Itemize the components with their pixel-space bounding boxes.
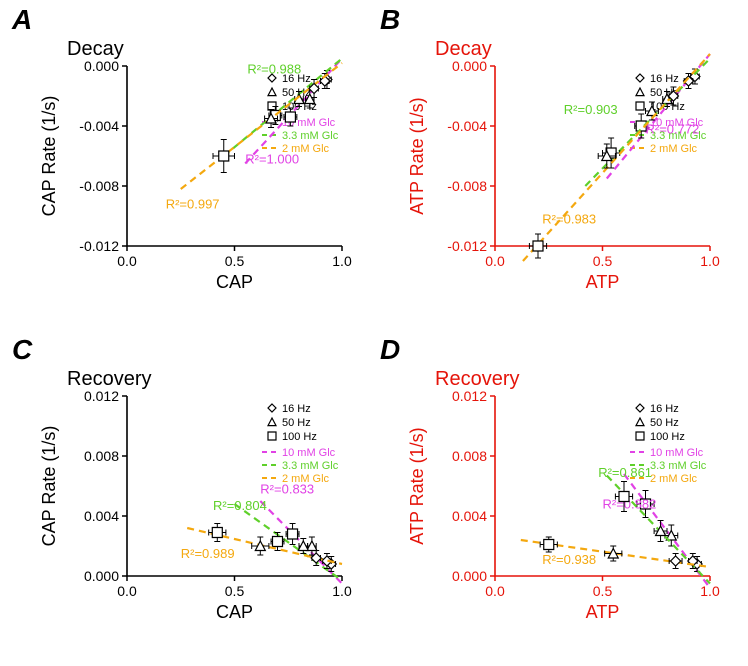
legend-marker-label: 100 Hz bbox=[650, 431, 685, 443]
svg-text:0.004: 0.004 bbox=[452, 508, 487, 524]
xlabel-C: CAP bbox=[216, 602, 253, 622]
svg-text:1.0: 1.0 bbox=[700, 583, 720, 599]
legend-marker-label: 100 Hz bbox=[282, 431, 317, 443]
data-point bbox=[288, 529, 298, 539]
data-point bbox=[285, 112, 295, 122]
legend-line-label: 3.3 mM Glc bbox=[282, 130, 339, 142]
data-point bbox=[273, 537, 283, 547]
figure-root: ADecay0.00.51.0-0.012-0.008-0.0040.000CA… bbox=[0, 0, 748, 666]
panel-title-A: Decay bbox=[67, 38, 124, 61]
data-point bbox=[212, 528, 222, 538]
panel-letter-D: D bbox=[380, 334, 400, 366]
svg-text:-0.012: -0.012 bbox=[447, 238, 487, 254]
r2-label: R²=1.000 bbox=[245, 152, 299, 167]
panel-title-B: Decay bbox=[435, 38, 492, 61]
r2-label: R²=0.804 bbox=[213, 498, 267, 513]
svg-text:-0.008: -0.008 bbox=[447, 178, 487, 194]
legend-line-label: 2 mM Glc bbox=[650, 143, 698, 155]
svg-text:-0.004: -0.004 bbox=[79, 118, 119, 134]
r2-label: R²=0.833 bbox=[260, 482, 314, 497]
data-point bbox=[533, 241, 543, 251]
legend-marker-label: 50 Hz bbox=[282, 417, 311, 429]
svg-text:-0.004: -0.004 bbox=[447, 118, 487, 134]
r2-label: R²=0.861 bbox=[598, 465, 652, 480]
data-point bbox=[544, 540, 554, 550]
svg-text:0.008: 0.008 bbox=[452, 448, 487, 464]
data-point bbox=[219, 151, 229, 161]
r2-label: R²=0.903 bbox=[564, 102, 618, 117]
panel-letter-C: C bbox=[12, 334, 32, 366]
svg-text:1.0: 1.0 bbox=[700, 253, 720, 269]
svg-text:0.5: 0.5 bbox=[225, 253, 245, 269]
xlabel-D: ATP bbox=[586, 602, 620, 622]
panel-title-D: Recovery bbox=[435, 368, 519, 391]
svg-text:0.008: 0.008 bbox=[84, 448, 119, 464]
svg-text:-0.008: -0.008 bbox=[79, 178, 119, 194]
ylabel-D: ATP Rate (1/s) bbox=[407, 427, 427, 544]
ylabel-A: CAP Rate (1/s) bbox=[39, 96, 59, 217]
svg-text:0.0: 0.0 bbox=[485, 253, 505, 269]
data-point bbox=[619, 492, 629, 502]
ylabel-B: ATP Rate (1/s) bbox=[407, 97, 427, 214]
svg-text:0.000: 0.000 bbox=[452, 568, 487, 584]
r2-label: R²=0.772 bbox=[646, 122, 700, 137]
legend-line-label: 10 mM Glc bbox=[650, 447, 704, 459]
svg-text:0.0: 0.0 bbox=[117, 253, 137, 269]
panel-C: CRecovery0.00.51.00.0000.0040.0080.012CA… bbox=[22, 340, 364, 640]
panel-letter-A: A bbox=[12, 4, 32, 36]
svg-text:0.0: 0.0 bbox=[485, 583, 505, 599]
svg-text:-0.012: -0.012 bbox=[79, 238, 119, 254]
svg-text:0.5: 0.5 bbox=[593, 583, 613, 599]
r2-label: R²=0.989 bbox=[181, 546, 235, 561]
data-point bbox=[671, 556, 681, 566]
panel-title-C: Recovery bbox=[67, 368, 151, 391]
svg-text:0.5: 0.5 bbox=[593, 253, 613, 269]
legend-line-label: 3.3 mM Glc bbox=[282, 460, 339, 472]
legend-marker-label: 50 Hz bbox=[650, 417, 679, 429]
legend-line-label: 10 mM Glc bbox=[282, 447, 336, 459]
svg-text:1.0: 1.0 bbox=[332, 253, 352, 269]
legend-marker-label: 16 Hz bbox=[282, 403, 311, 415]
panel-A: ADecay0.00.51.0-0.012-0.008-0.0040.000CA… bbox=[22, 10, 364, 310]
panel-letter-B: B bbox=[380, 4, 400, 36]
svg-text:0.000: 0.000 bbox=[84, 568, 119, 584]
legend-line-label: 2 mM Glc bbox=[650, 473, 698, 485]
r2-label: R²=0.997 bbox=[166, 197, 220, 212]
legend-marker-label: 16 Hz bbox=[650, 403, 679, 415]
svg-text:0.5: 0.5 bbox=[225, 583, 245, 599]
xlabel-A: CAP bbox=[216, 272, 253, 292]
r2-label: R²=0.938 bbox=[542, 552, 596, 567]
xlabel-B: ATP bbox=[586, 272, 620, 292]
svg-text:0.0: 0.0 bbox=[117, 583, 137, 599]
legend-marker-label: 16 Hz bbox=[650, 73, 679, 85]
panel-B: BDecay0.00.51.0-0.012-0.008-0.0040.000AT… bbox=[390, 10, 732, 310]
ylabel-C: CAP Rate (1/s) bbox=[39, 426, 59, 547]
svg-text:1.0: 1.0 bbox=[332, 583, 352, 599]
r2-label: R²=0.983 bbox=[542, 212, 596, 227]
svg-text:0.004: 0.004 bbox=[84, 508, 119, 524]
legend-line-label: 3.3 mM Glc bbox=[650, 460, 707, 472]
r2-label: R²=0.988 bbox=[247, 62, 301, 77]
panel-D: DRecovery0.00.51.00.0000.0040.0080.012AT… bbox=[390, 340, 732, 640]
